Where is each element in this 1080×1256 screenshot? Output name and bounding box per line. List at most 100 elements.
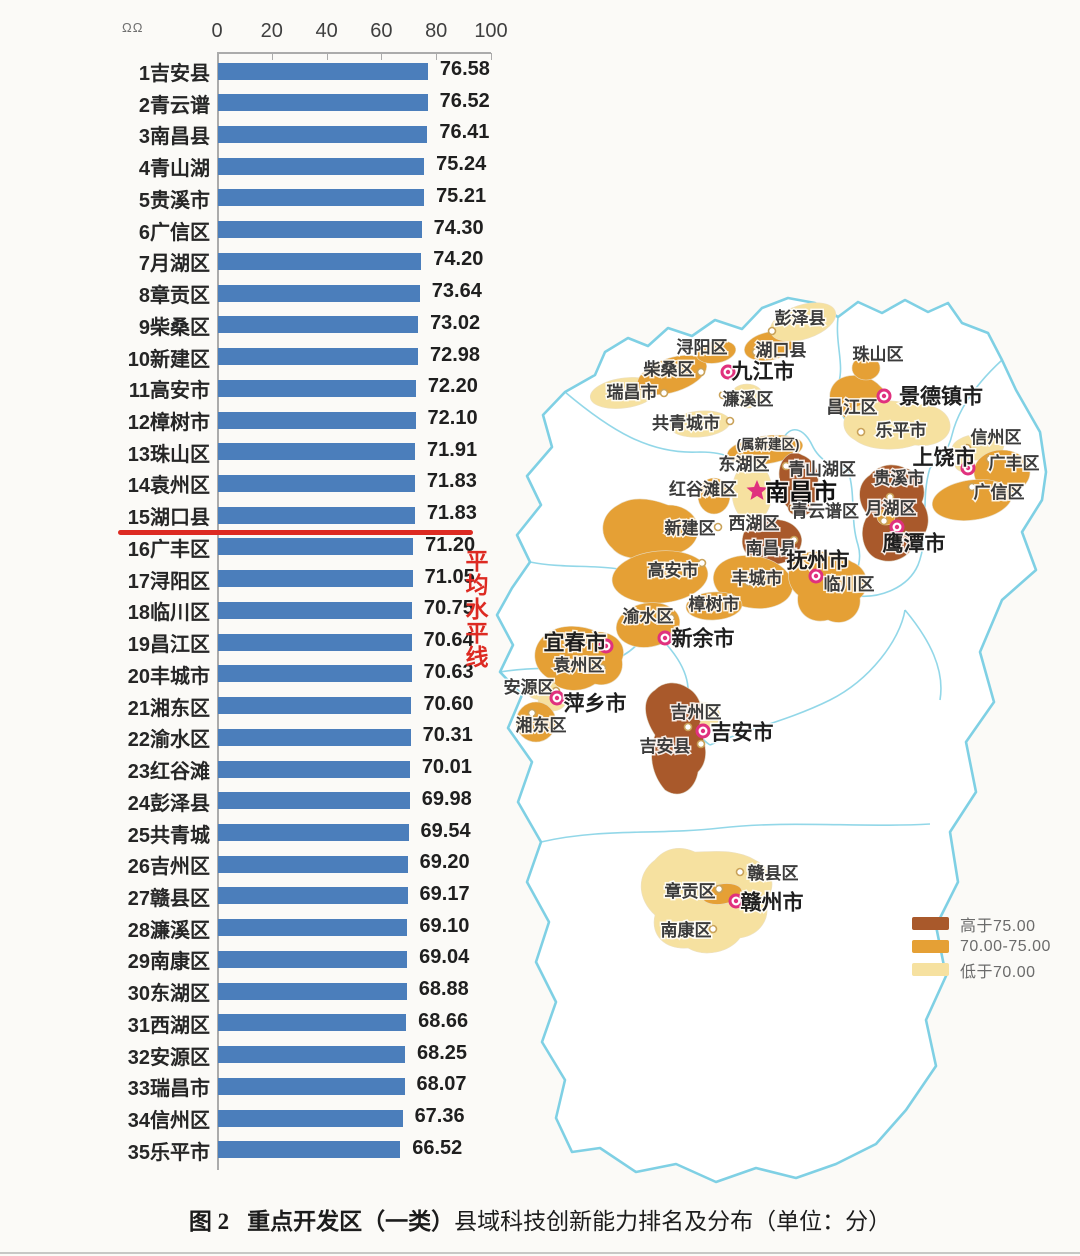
map-label: 袁州区 bbox=[553, 656, 605, 675]
x-axis-tick-label: 60 bbox=[370, 20, 393, 42]
bar-category-label: 15湖口县 bbox=[127, 507, 210, 530]
map-label: 共青城市 bbox=[652, 413, 720, 433]
bar-category-label: 11高安市 bbox=[128, 380, 210, 403]
region-chaisang bbox=[637, 355, 707, 395]
map-label: 信州区 bbox=[971, 427, 1022, 447]
bar bbox=[218, 855, 408, 873]
legend-row: 高于75.00 bbox=[912, 912, 1051, 935]
map-label: 章贡区 bbox=[665, 881, 716, 901]
district-dot-marker bbox=[713, 522, 723, 532]
legend-label: 70.00-75.00 bbox=[960, 937, 1051, 955]
bar-value-label: 74.20 bbox=[433, 248, 484, 271]
map-label: 浔阳区 bbox=[677, 337, 728, 357]
bottom-rule bbox=[0, 1252, 1080, 1254]
bar bbox=[218, 950, 408, 968]
map-label: 鹰潭市 bbox=[883, 532, 946, 556]
caption-bold-part: 重点开发区（一类） bbox=[247, 1209, 455, 1234]
bar-category-label: 8章贡区 bbox=[138, 285, 210, 308]
bar-value-label: 67.36 bbox=[414, 1105, 465, 1128]
bar-value-label: 69.54 bbox=[420, 819, 471, 842]
x-axis-tick-mark bbox=[271, 53, 273, 60]
region-xunyang bbox=[695, 340, 737, 364]
district-dot-marker bbox=[789, 535, 799, 545]
region-xinjian-north bbox=[727, 434, 803, 466]
caption-normal-part: 县域科技创新能力排名及分布（单位：分） bbox=[454, 1209, 892, 1234]
bar bbox=[218, 633, 412, 651]
bar-value-label: 72.10 bbox=[427, 407, 478, 430]
district-dot-marker bbox=[714, 884, 724, 894]
bar-value-label: 73.02 bbox=[430, 311, 481, 334]
bar-category-label: 9柴桑区 bbox=[138, 316, 210, 339]
x-axis-tick-label: 40 bbox=[315, 20, 338, 42]
map-label: 濂溪区 bbox=[723, 389, 774, 409]
map-label: 东湖区 bbox=[719, 454, 770, 474]
map-label: 赣州市 bbox=[741, 891, 804, 915]
bar-category-label: 34信州区 bbox=[127, 1110, 210, 1133]
district-dot-marker bbox=[789, 503, 799, 513]
city-ring-marker-center bbox=[662, 635, 668, 641]
bar bbox=[218, 601, 412, 619]
bar-value-label: 69.04 bbox=[419, 946, 470, 969]
bar-category-label: 35乐平市 bbox=[127, 1141, 210, 1164]
region-honggutan bbox=[697, 477, 731, 515]
district-dot-marker bbox=[718, 390, 728, 400]
district-dot-marker bbox=[879, 516, 889, 526]
average-line bbox=[118, 530, 473, 535]
bar-category-label: 14袁州区 bbox=[127, 475, 210, 498]
map-label: 南昌县 bbox=[746, 538, 797, 558]
bar bbox=[218, 1014, 407, 1032]
map-label: 吉州区 bbox=[671, 703, 722, 722]
bar bbox=[218, 189, 425, 207]
map-label: 丰城市 bbox=[732, 568, 783, 588]
region-leping bbox=[843, 400, 951, 450]
bar-category-label: 30东湖区 bbox=[127, 983, 210, 1006]
city-ring-marker-center bbox=[725, 369, 731, 375]
bar-category-label: 5贵溪市 bbox=[138, 189, 210, 212]
map-label: 柴桑区 bbox=[643, 359, 695, 379]
bar-category-label: 23红谷滩 bbox=[127, 761, 210, 784]
map-label: 昌江区 bbox=[827, 398, 878, 417]
map-label: (属新建区) bbox=[737, 436, 800, 452]
map-label: 新余市 bbox=[672, 627, 735, 651]
city-ring-marker-center bbox=[554, 695, 560, 701]
bar-value-label: 75.21 bbox=[436, 184, 487, 207]
bar bbox=[218, 538, 414, 556]
region-linchuan bbox=[788, 551, 868, 623]
map-label: 贵溪市 bbox=[874, 468, 925, 488]
legend-label: 高于75.00 bbox=[960, 917, 1036, 935]
bar bbox=[218, 728, 411, 746]
x-axis-tick-label: 0 bbox=[211, 20, 223, 42]
city-ring-marker-center bbox=[733, 898, 739, 904]
x-axis-tick-mark bbox=[326, 53, 328, 60]
bar-category-label: 31西湖区 bbox=[127, 1014, 210, 1037]
bar-value-label: 69.20 bbox=[419, 851, 470, 874]
district-dot-marker bbox=[697, 558, 707, 568]
bar bbox=[218, 157, 425, 175]
bar bbox=[218, 887, 408, 905]
city-ring-marker-center bbox=[700, 728, 706, 734]
bar bbox=[218, 919, 408, 937]
map-label: 萍乡市 bbox=[564, 692, 627, 716]
x-axis-line bbox=[217, 52, 491, 54]
bar-value-label: 66.52 bbox=[412, 1136, 463, 1159]
map-label: 抚州市 bbox=[787, 549, 850, 573]
bar bbox=[218, 760, 410, 778]
bar bbox=[218, 348, 418, 366]
x-axis-tick-mark bbox=[381, 53, 383, 60]
region-xiangdong bbox=[515, 701, 557, 743]
map-label: 吉安市 bbox=[711, 721, 774, 745]
district-dot-marker bbox=[725, 416, 735, 426]
bar bbox=[218, 570, 413, 588]
x-axis-tick-label: 80 bbox=[425, 20, 448, 42]
bar bbox=[218, 411, 416, 429]
bar-value-label: 69.98 bbox=[421, 787, 472, 810]
map-label: 广丰区 bbox=[989, 453, 1040, 473]
bar-value-label: 72.98 bbox=[429, 343, 481, 366]
bar bbox=[218, 1141, 401, 1159]
district-dot-marker bbox=[666, 613, 676, 623]
capital-star-marker bbox=[746, 480, 768, 500]
city-ring-marker-center bbox=[813, 573, 819, 579]
map-label: 吉安县 bbox=[640, 736, 691, 756]
bar-category-label: 1吉安县 bbox=[138, 63, 210, 85]
